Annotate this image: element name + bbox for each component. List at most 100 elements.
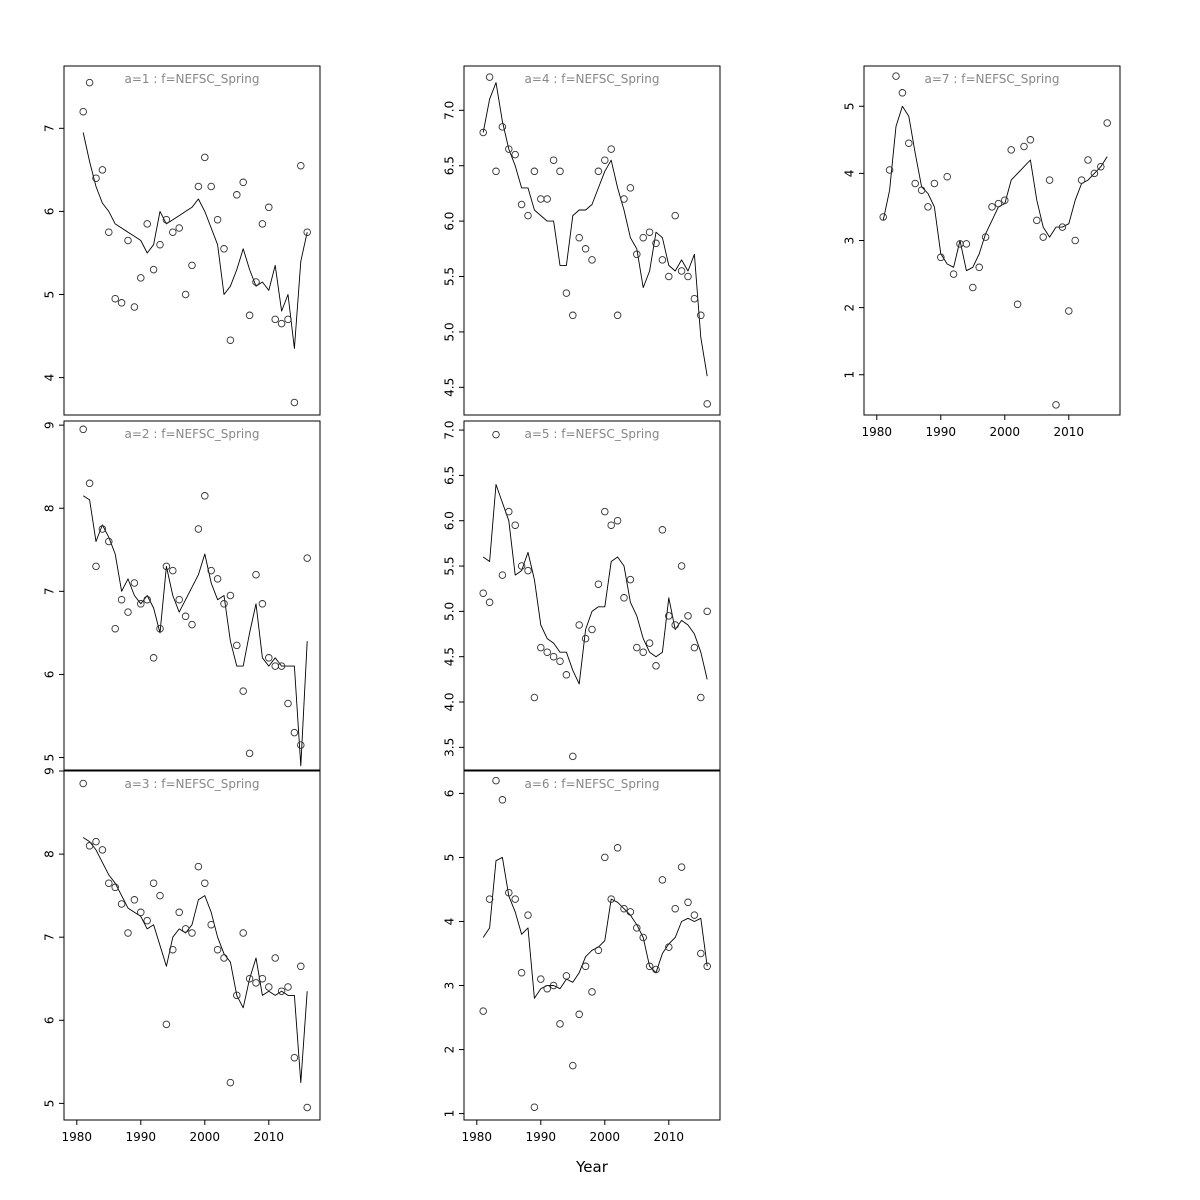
data-point [652, 965, 660, 974]
data-point [290, 728, 299, 737]
data-point [505, 888, 513, 897]
data-point [549, 652, 558, 661]
data-point [588, 988, 596, 996]
data-point [213, 945, 222, 954]
data-point [143, 220, 151, 228]
data-point [297, 161, 305, 170]
plot-border [863, 65, 1121, 416]
data-point [703, 607, 711, 616]
data-point [677, 863, 686, 871]
data-point [188, 620, 196, 629]
data-point [898, 89, 907, 97]
panel-a1-plot: a=1 : f=NEFSC_Spring 4 5 6 7 [43, 65, 321, 416]
data-point [175, 224, 183, 232]
y-tick-label: 2 [843, 304, 857, 312]
y-tick-label: 4.5 [443, 647, 457, 666]
panel-a4: a=4 : f=NEFSC_Spring 4.5 5.0 5.5 6.0 6.5 7.0 [414, 54, 732, 453]
data-point [633, 250, 641, 259]
x-tick-label: 2000 [590, 1130, 621, 1144]
data-point [162, 215, 171, 224]
data-point [201, 153, 209, 162]
data-point [1084, 156, 1092, 164]
data-point [105, 537, 113, 546]
y-tick-label: 5 [43, 1100, 57, 1108]
data-point [981, 233, 990, 241]
panel-a4-plot: a=4 : f=NEFSC_Spring 4.5 5.0 5.5 6.0 6.5 7.0 [443, 65, 721, 416]
data-point [79, 425, 87, 434]
data-point [575, 621, 583, 629]
data-point [226, 336, 235, 344]
data-point [613, 844, 622, 852]
data-point [149, 654, 158, 662]
data-point [271, 315, 279, 324]
fit-line [482, 484, 708, 685]
data-point [530, 693, 539, 702]
data-point [201, 879, 209, 887]
data-point [297, 741, 305, 749]
data-point [905, 139, 913, 147]
data-point [665, 943, 673, 951]
plot-border [463, 65, 721, 416]
data-point [1103, 119, 1111, 127]
data-point [98, 166, 107, 174]
data-point [252, 979, 260, 987]
x-tick-label: 1990 [126, 1130, 157, 1144]
data-point [226, 591, 235, 600]
x-axis-title: Year [576, 1158, 608, 1176]
data-point [265, 203, 273, 212]
data-point [92, 174, 100, 182]
data-point [175, 595, 183, 604]
data-point [85, 78, 94, 87]
data-point [530, 1103, 539, 1111]
plot-border [63, 770, 321, 1121]
data-point [492, 430, 500, 439]
data-point [258, 600, 267, 608]
data-point [505, 507, 513, 516]
x-tick-label: 1990 [926, 425, 957, 439]
data-point [517, 562, 526, 570]
data-point [911, 179, 919, 188]
data-point [988, 203, 996, 211]
data-point [517, 968, 526, 977]
plot-border [63, 65, 321, 416]
fit-line [82, 132, 308, 349]
data-point [697, 693, 705, 702]
fit-line [882, 105, 1108, 272]
data-point [697, 949, 705, 958]
data-point [684, 612, 692, 620]
data-point [677, 267, 686, 275]
data-point [581, 634, 590, 643]
y-tick-label: 6 [443, 790, 457, 798]
data-point [581, 962, 590, 971]
data-point [645, 962, 654, 971]
x-tick-label: 2010 [1054, 425, 1085, 439]
panel-a3: a=3 : f=NEFSC_Spring 5 6 7 8 9 1980 1990 2000 20… [14, 759, 332, 1158]
data-point [111, 883, 119, 892]
data-point [207, 920, 215, 929]
data-point [258, 220, 267, 228]
y-tick-label: 4 [843, 170, 857, 178]
x-tick-label: 2010 [254, 1130, 285, 1144]
panel-a6: a=6 : f=NEFSC_Spring 1 2 3 4 5 6 1980 1990 2000 2… [414, 759, 732, 1158]
data-point [601, 156, 609, 164]
data-point [130, 896, 139, 904]
data-point [626, 575, 635, 584]
data-point [303, 1103, 311, 1112]
panel-a7: a=7 : f=NEFSC_Spring 1 2 3 4 5 1980 1990 2000 20… [814, 54, 1132, 453]
data-point [949, 270, 958, 278]
data-point [290, 1053, 299, 1062]
y-tick-label: 7.0 [443, 101, 457, 120]
data-point [505, 145, 513, 153]
data-point [556, 167, 564, 176]
panel-title: a=5 : f=NEFSC_Spring [525, 427, 660, 441]
data-point [524, 211, 532, 220]
data-point [79, 107, 87, 116]
data-point [690, 911, 699, 919]
panel-title: a=6 : f=NEFSC_Spring [525, 777, 660, 791]
fit-line [82, 837, 308, 1084]
data-point [537, 643, 545, 652]
data-point [149, 879, 158, 887]
data-point [524, 566, 532, 575]
data-point [201, 492, 209, 500]
data-point [290, 398, 299, 407]
